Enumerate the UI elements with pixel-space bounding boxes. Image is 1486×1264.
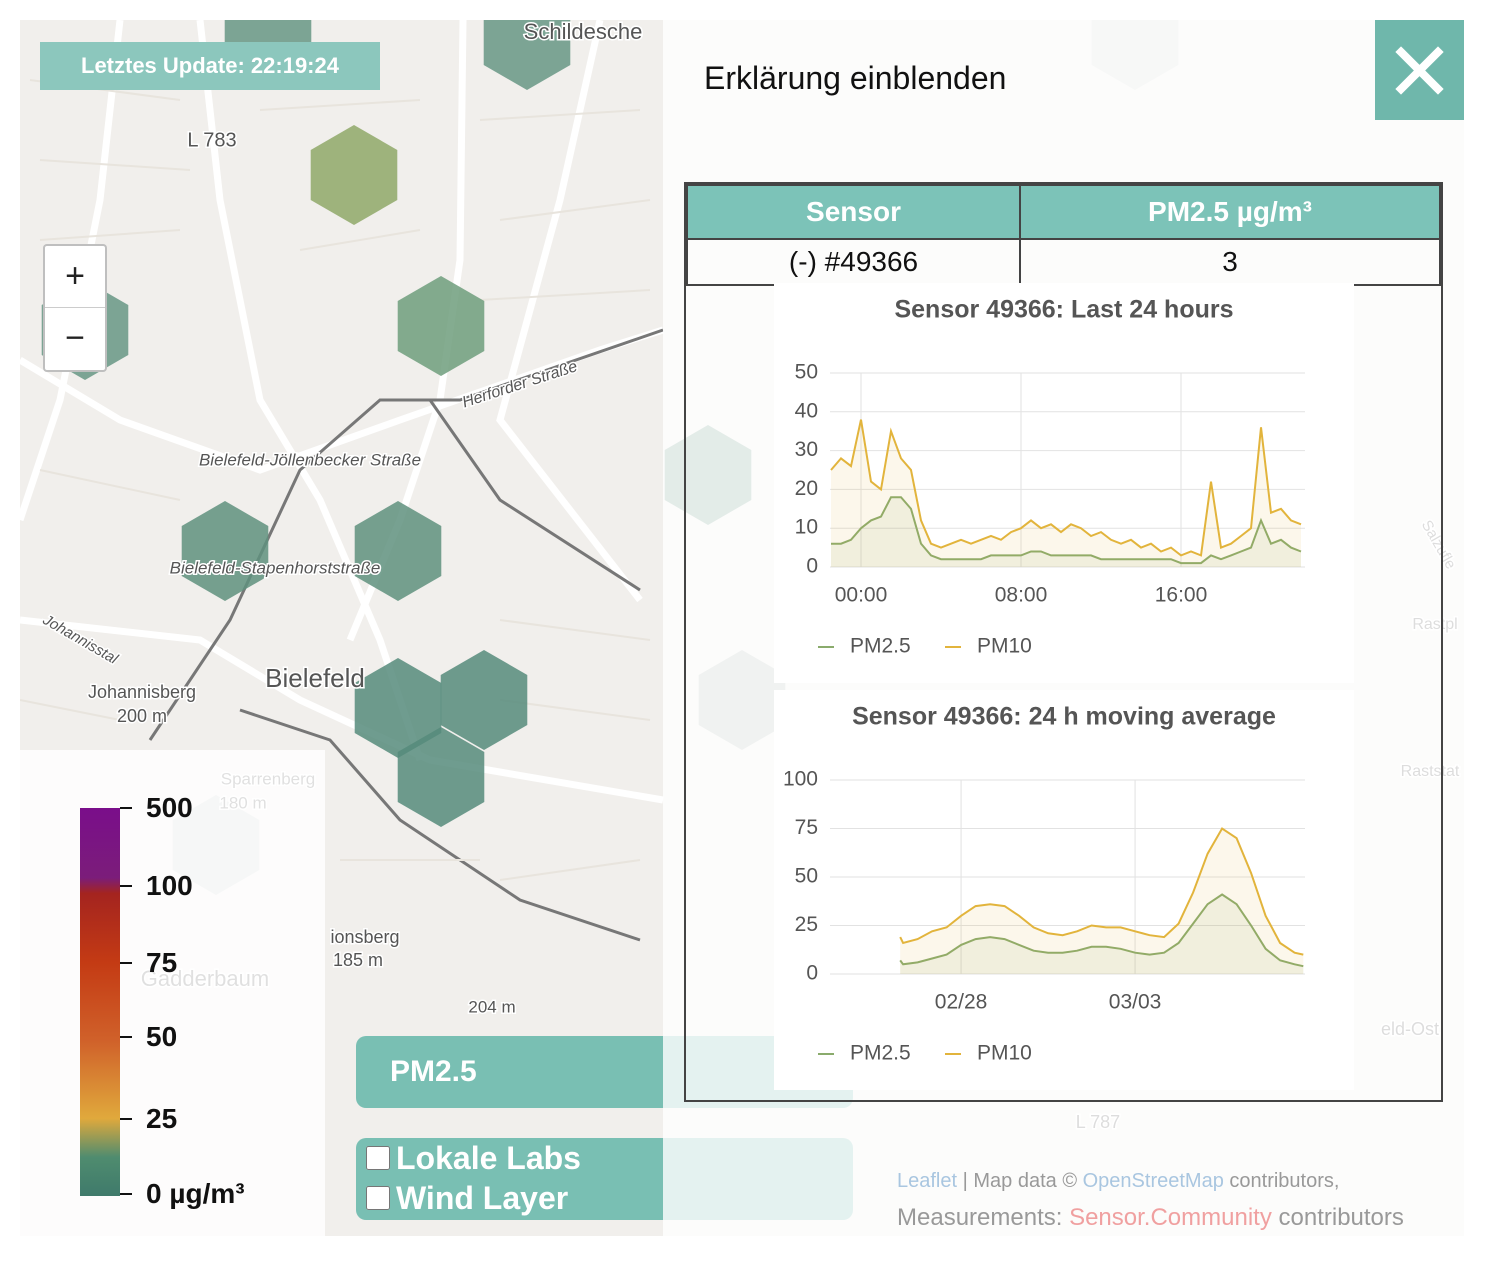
zoom-in[interactable]: + <box>45 246 105 308</box>
legend-backdrop <box>20 750 325 1236</box>
scale-label: 50 <box>146 1021 178 1052</box>
map-label: Bielefeld <box>265 663 365 693</box>
row: (-) #49366 3 <box>685 238 1441 286</box>
line <box>899 827 1304 956</box>
checkbox[interactable] <box>366 1186 390 1210</box>
y-tick-label: 25 <box>795 913 818 936</box>
hexagon <box>397 727 485 827</box>
y-tick-label: 75 <box>795 816 818 839</box>
text: | Map data © <box>962 1170 1078 1192</box>
hexagon <box>397 276 485 376</box>
area <box>831 497 1301 567</box>
scale-tick <box>120 1193 132 1195</box>
chart-card: Sensor 49366: 24 h moving average 0 25 50 75… <box>774 690 1354 1090</box>
legend-label: PM10 <box>977 1042 1032 1065</box>
map-label: Johannisberg <box>88 682 196 702</box>
legend-label: PM10 <box>977 635 1032 658</box>
option[interactable]: Wind Layer <box>356 1178 853 1218</box>
map-label: 204 m <box>468 997 515 1016</box>
close-button[interactable] <box>1375 20 1464 120</box>
scale-tick <box>120 1036 132 1038</box>
hexagon <box>354 501 442 601</box>
map-label: L 783 <box>187 129 236 151</box>
sensor-panel: Sensor PM2.5 µg/m³ (-) #49366 3 <box>684 182 1443 1102</box>
text: Measurements: <box>897 1204 1063 1231</box>
x-tick-label: 03/03 <box>1109 991 1162 1014</box>
attribution: Leaflet | Map data © OpenStreetMap contr… <box>897 1170 1339 1193</box>
scale-label: 0 µg/m³ <box>146 1178 245 1209</box>
layer-options: Lokale Labs Wind Layer <box>356 1138 853 1220</box>
color-scale <box>80 808 120 1196</box>
x-tick-label: 16:00 <box>1155 584 1208 607</box>
link[interactable]: Sensor.Community <box>1069 1204 1272 1231</box>
hexagon <box>181 501 269 601</box>
zoom-control: + − <box>43 244 107 372</box>
area <box>900 894 1304 974</box>
attribution: Measurements: Sensor.Community contribut… <box>897 1204 1404 1232</box>
checkbox[interactable] <box>366 1146 390 1170</box>
y-tick-label: 20 <box>795 477 818 500</box>
x-tick-label: 00:00 <box>835 584 888 607</box>
y-tick-label: 0 <box>806 555 818 578</box>
y-tick-label: 40 <box>795 399 818 422</box>
line <box>830 419 1302 557</box>
x-tick-label: 02/28 <box>935 991 988 1014</box>
y-tick-label: 100 <box>783 768 818 791</box>
zoom-out[interactable]: − <box>65 319 85 357</box>
close-icon <box>1395 46 1444 95</box>
legend-label: PM2.5 <box>850 1042 911 1065</box>
link[interactable]: Leaflet <box>897 1170 958 1192</box>
map-label: Bielefeld-Jöllenbecker Straße <box>199 450 421 469</box>
x-tick-label: 08:00 <box>995 584 1048 607</box>
line <box>899 893 1304 968</box>
area <box>831 419 1301 567</box>
chart-title: Sensor 49366: 24 h moving average <box>852 703 1276 731</box>
y-tick-label: 50 <box>795 361 818 384</box>
cell: (-) #49366 <box>685 238 1022 286</box>
header-cell: Sensor <box>685 184 1022 240</box>
scale-tick <box>120 885 132 887</box>
explanation-toggle[interactable]: Erklärung einblenden <box>704 60 1007 96</box>
map-label: 200 m <box>117 706 167 726</box>
hexagon <box>440 650 528 750</box>
area <box>900 828 1304 974</box>
header-row: Sensor PM2.5 µg/m³ <box>685 184 1441 240</box>
text: contributors, <box>1229 1170 1340 1192</box>
last-update: Letztes Update: 22:19:24 <box>40 42 380 90</box>
y-tick-label: 10 <box>795 516 818 539</box>
map-label: Bielefeld-Stapenhorststraße <box>170 558 381 577</box>
scale-tick <box>120 807 132 809</box>
railways <box>148 328 664 942</box>
option-label: Wind Layer <box>396 1179 569 1216</box>
sensor-table: Sensor PM2.5 µg/m³ (-) #49366 3 <box>685 184 1441 286</box>
y-tick-label: 0 <box>806 962 818 985</box>
option-label: Lokale Labs <box>396 1139 581 1176</box>
y-tick-label: 30 <box>795 438 818 461</box>
map-label: ionsberg <box>330 927 399 947</box>
scale-label: 500 <box>146 792 193 823</box>
option[interactable]: Lokale Labs <box>356 1138 853 1178</box>
line <box>831 496 1302 565</box>
scale-label: 75 <box>146 947 178 978</box>
scale-label: 25 <box>146 1103 178 1134</box>
streets <box>20 79 651 881</box>
link[interactable]: OpenStreetMap <box>1082 1170 1224 1192</box>
cell: 3 <box>1019 238 1441 286</box>
scale-tick <box>120 962 132 964</box>
hexagon <box>483 20 571 90</box>
y-tick-label: 50 <box>795 865 818 888</box>
hexagon <box>354 658 442 758</box>
chart-title: Sensor 49366: Last 24 hours <box>894 296 1233 324</box>
text: contributors <box>1278 1204 1404 1231</box>
map-label: Schildesche <box>524 20 643 44</box>
chart-card: Sensor 49366: Last 24 hours 0 10 20 30 40 50 00… <box>774 283 1354 683</box>
hexagon <box>310 125 398 225</box>
map-label: 185 m <box>333 950 383 970</box>
legend-label: PM2.5 <box>850 635 911 658</box>
scale-label: 100 <box>146 870 193 901</box>
header-cell: PM2.5 µg/m³ <box>1019 184 1441 240</box>
scale-tick <box>120 1118 132 1120</box>
